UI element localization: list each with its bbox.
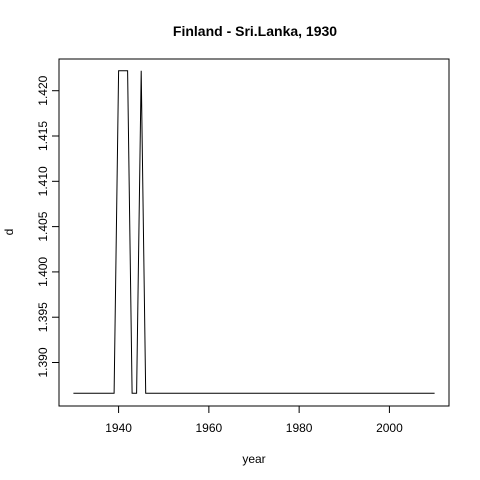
y-tick-label: 1.395 — [36, 302, 50, 332]
series-group — [73, 71, 434, 394]
y-tick-label: 1.415 — [36, 121, 50, 151]
x-tick-label: 1940 — [105, 421, 132, 435]
y-axis-label: d — [2, 229, 16, 236]
plot-frame — [59, 59, 449, 406]
y-tick-label: 1.410 — [36, 166, 50, 196]
y-tick-label: 1.420 — [36, 75, 50, 105]
x-axis-label: year — [242, 452, 265, 466]
series-line — [73, 71, 434, 394]
y-tick-label: 1.390 — [36, 347, 50, 377]
x-tick-label: 1960 — [196, 421, 223, 435]
x-axis: 1940 1960 1980 2000 — [105, 406, 403, 435]
chart-title: Finland - Sri.Lanka, 1930 — [173, 23, 337, 39]
x-tick-label: 1980 — [286, 421, 313, 435]
x-tick-label: 2000 — [376, 421, 403, 435]
y-tick-label: 1.400 — [36, 257, 50, 287]
y-tick-label: 1.405 — [36, 211, 50, 241]
y-axis: 1.390 1.395 1.400 1.405 1.410 1.415 1.420 — [36, 75, 59, 377]
